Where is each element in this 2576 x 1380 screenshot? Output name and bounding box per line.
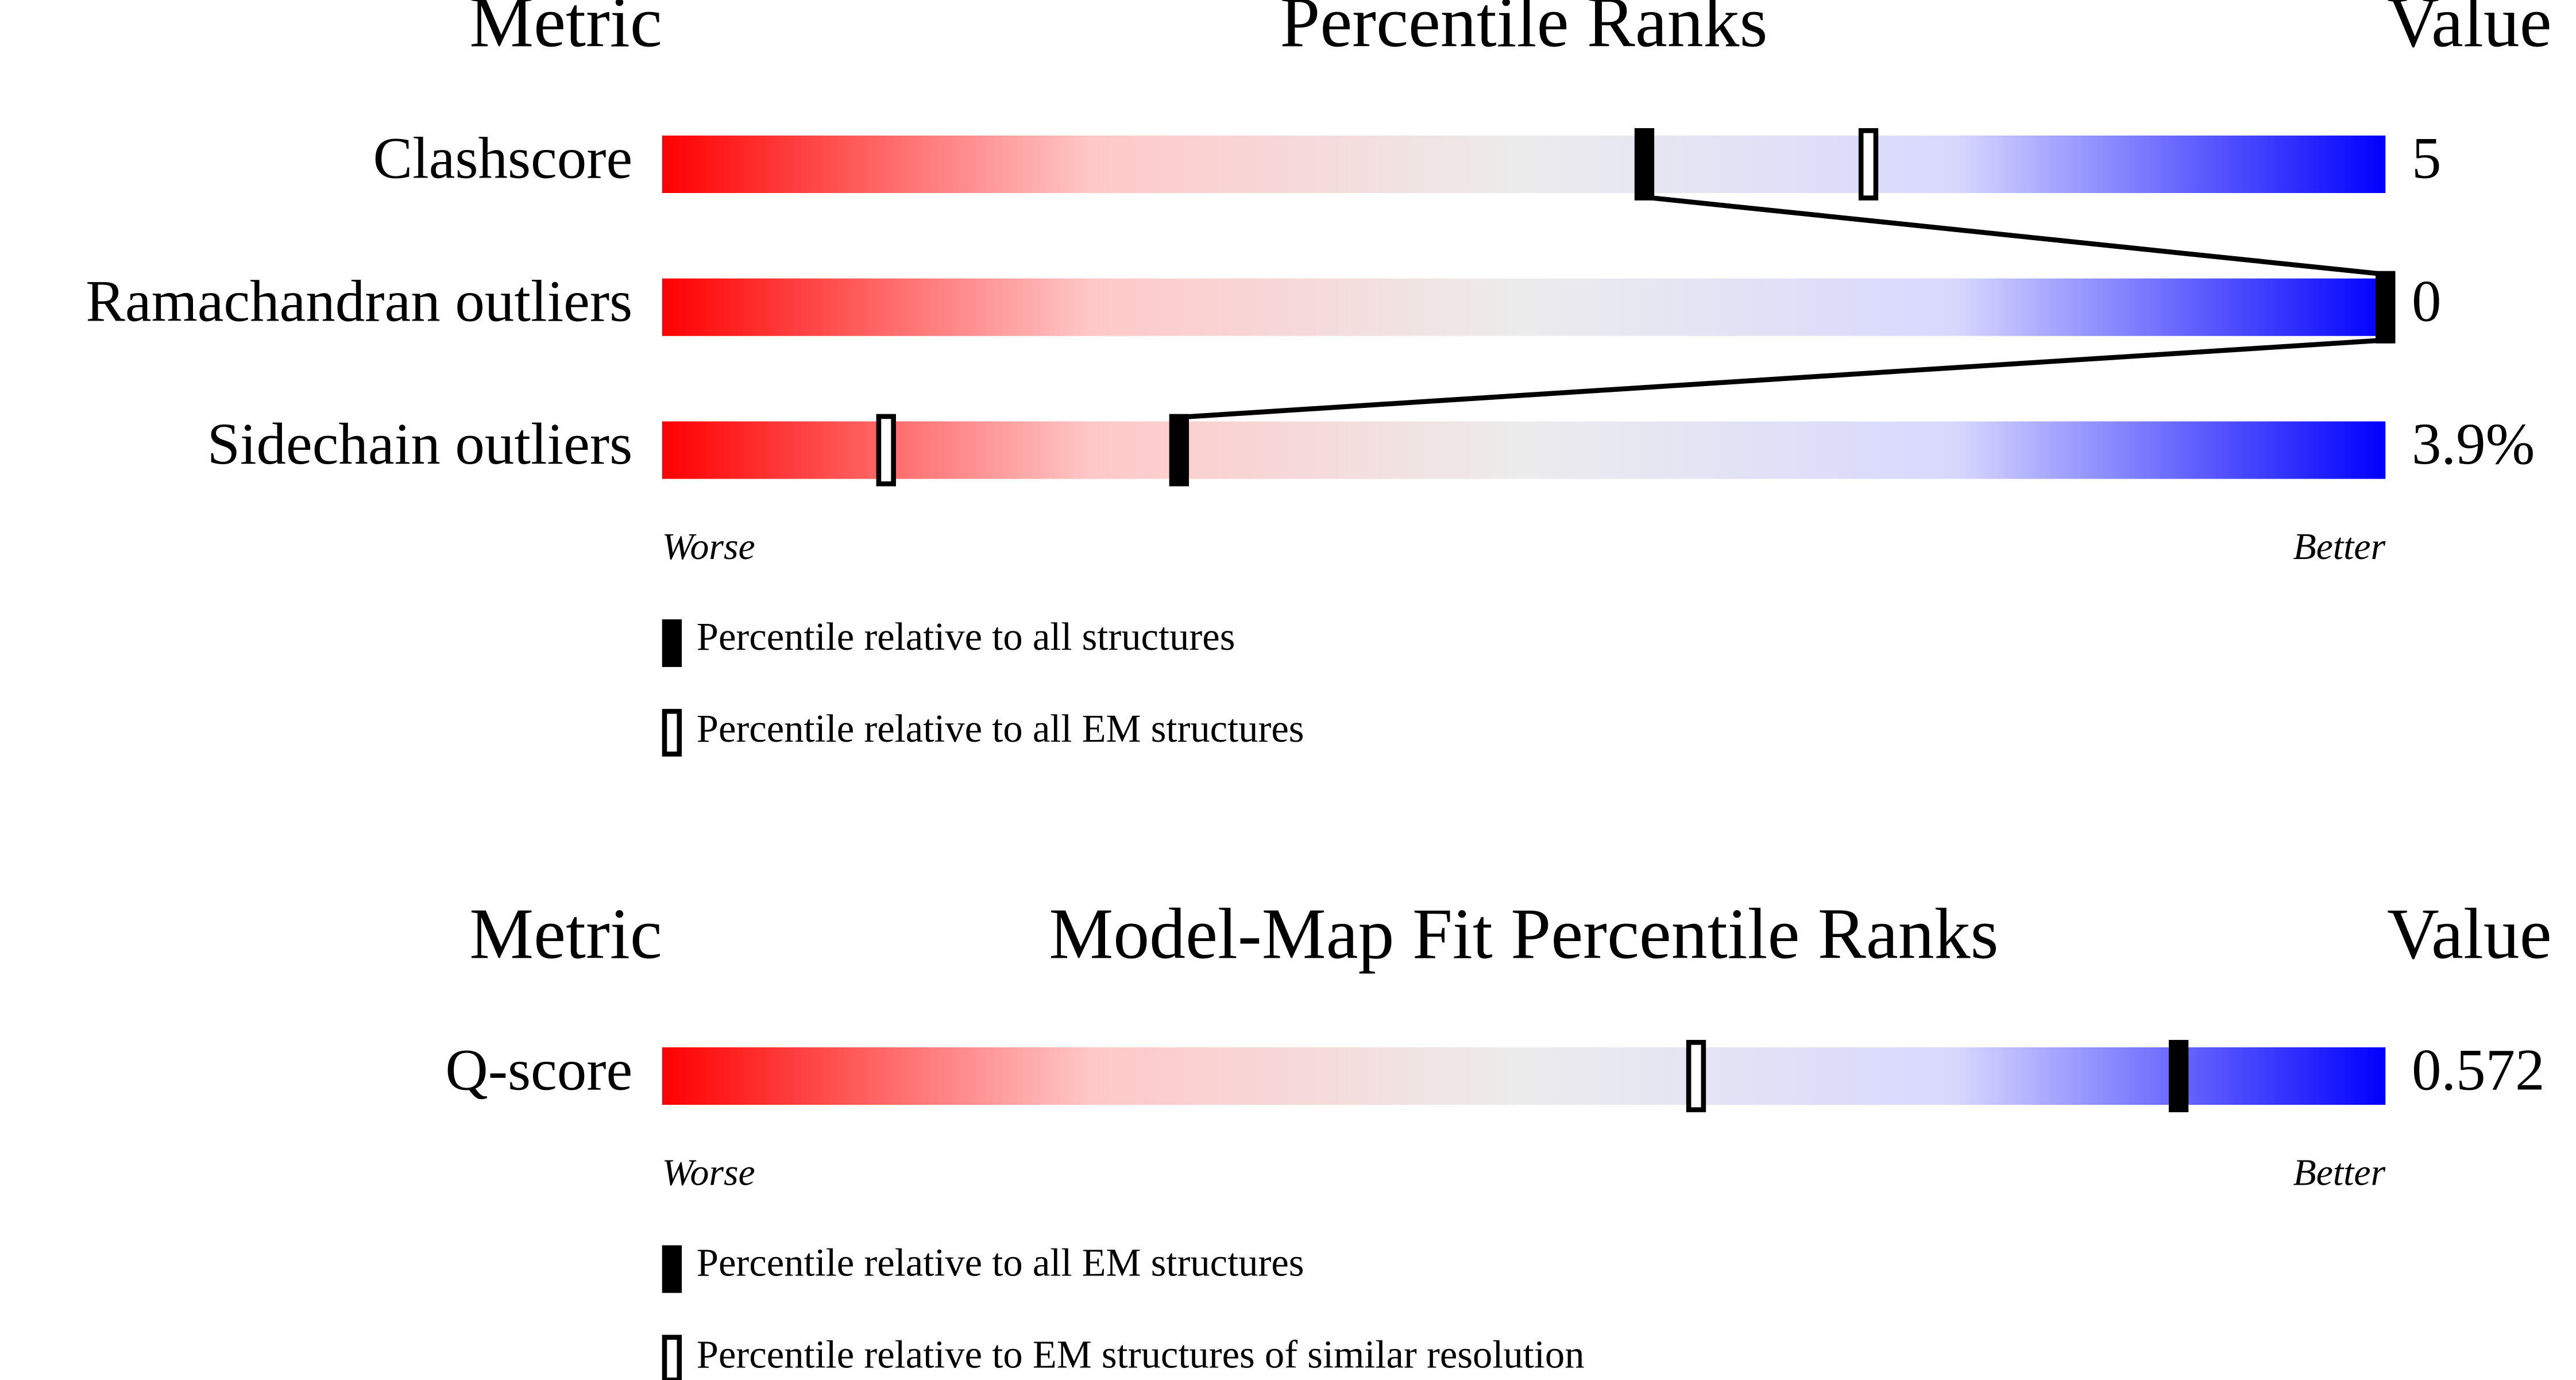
marker-open [1858, 128, 1879, 201]
marker-filled [2376, 271, 2396, 344]
percentile-bar [662, 1047, 2386, 1105]
axis-high-label: Better [2293, 526, 2385, 568]
header-metric: Metric [469, 894, 662, 974]
header-value: Value [2387, 0, 2552, 62]
metric-value: 3.9% [2412, 411, 2535, 477]
metric-value: 0.572 [2412, 1038, 2545, 1103]
metric-label: Ramachandran outliers [86, 268, 632, 334]
axis-low-label: Worse [662, 1152, 755, 1194]
axis-high-label: Better [2293, 1152, 2385, 1194]
legend-label: Percentile relative to EM structures of … [697, 1333, 1585, 1377]
metric-label: Q-score [445, 1038, 632, 1103]
header-title: Percentile Ranks [1280, 0, 1767, 62]
legend-icon [662, 1245, 682, 1293]
header-metric: Metric [469, 0, 662, 62]
marker-open [876, 414, 896, 487]
percentile-bar [662, 278, 2386, 336]
legend-icon [662, 1335, 682, 1380]
legend-label: Percentile relative to all EM structures [697, 1240, 1304, 1284]
legend-label: Percentile relative to all structures [697, 615, 1235, 658]
marker-filled [1634, 128, 1655, 201]
header-value: Value [2387, 894, 2552, 974]
marker-filled [2168, 1040, 2189, 1112]
metric-label: Clashscore [373, 126, 632, 191]
metric-label: Sidechain outliers [207, 411, 633, 477]
axis-low-label: Worse [662, 526, 755, 568]
legend-label: Percentile relative to all EM structures [697, 707, 1304, 750]
marker-filled [1169, 414, 1189, 487]
metric-value: 5 [2412, 126, 2441, 191]
legend-icon [662, 708, 682, 757]
header-title: Model-Map Fit Percentile Ranks [1049, 894, 1998, 974]
percentile-bar [662, 135, 2386, 193]
metric-value: 0 [2412, 268, 2441, 334]
connector-line [1179, 337, 2386, 420]
connector-line [1644, 194, 2386, 277]
marker-open [1686, 1040, 1706, 1112]
legend-icon [662, 619, 682, 667]
percentile-bar [662, 421, 2386, 479]
